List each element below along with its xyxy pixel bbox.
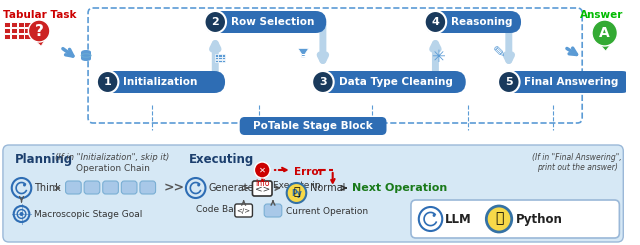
Bar: [222, 60, 225, 62]
Text: ✕: ✕: [259, 166, 266, 174]
Text: ✳: ✳: [431, 48, 445, 66]
Text: 1: 1: [104, 77, 111, 87]
Circle shape: [197, 184, 200, 186]
Bar: [24, 34, 31, 39]
FancyBboxPatch shape: [84, 181, 100, 194]
Text: Next Operation: Next Operation: [352, 183, 447, 193]
Text: (If in "Final Answering",: (If in "Final Answering",: [532, 153, 622, 162]
Text: Row Selection: Row Selection: [231, 17, 314, 27]
Bar: [11, 28, 17, 34]
Bar: [4, 28, 10, 34]
FancyBboxPatch shape: [235, 204, 252, 217]
Polygon shape: [298, 49, 308, 58]
Bar: [11, 22, 17, 27]
Text: Operation Chain: Operation Chain: [76, 164, 150, 173]
Bar: [24, 22, 31, 27]
Bar: [18, 34, 24, 39]
Text: Python: Python: [516, 212, 563, 225]
Text: 🐍: 🐍: [495, 211, 503, 225]
Bar: [218, 54, 221, 57]
Bar: [81, 52, 91, 59]
Ellipse shape: [81, 50, 91, 54]
Circle shape: [433, 214, 435, 217]
Text: <>: <>: [255, 184, 270, 194]
Circle shape: [205, 11, 226, 33]
FancyBboxPatch shape: [103, 181, 118, 194]
FancyBboxPatch shape: [312, 71, 466, 93]
Text: 🐍: 🐍: [293, 187, 300, 197]
FancyBboxPatch shape: [240, 117, 387, 135]
Ellipse shape: [81, 57, 91, 61]
FancyBboxPatch shape: [411, 200, 620, 238]
Bar: [24, 28, 31, 34]
Bar: [215, 60, 218, 62]
FancyBboxPatch shape: [97, 71, 225, 93]
Text: (If in "Initialization", skip it): (If in "Initialization", skip it): [56, 153, 170, 162]
Text: Final Answering: Final Answering: [524, 77, 619, 87]
Circle shape: [592, 20, 618, 46]
Text: 2: 2: [211, 17, 219, 27]
FancyBboxPatch shape: [498, 71, 632, 93]
FancyBboxPatch shape: [425, 11, 521, 33]
Bar: [215, 57, 218, 60]
Text: PoTable Stage Block: PoTable Stage Block: [253, 121, 373, 131]
Circle shape: [23, 184, 26, 186]
FancyBboxPatch shape: [3, 145, 623, 242]
Text: 4: 4: [431, 17, 439, 27]
Circle shape: [425, 11, 446, 33]
Bar: [215, 54, 218, 57]
Text: print out the answer): print out the answer): [537, 163, 618, 172]
Circle shape: [20, 212, 24, 216]
Polygon shape: [35, 40, 45, 46]
Circle shape: [312, 71, 333, 93]
Text: Think: Think: [35, 183, 61, 193]
Bar: [18, 28, 24, 34]
Text: Error: Error: [294, 167, 323, 177]
Circle shape: [255, 162, 270, 178]
Text: Code Base: Code Base: [196, 205, 244, 214]
Text: 5: 5: [505, 77, 513, 87]
Text: ?: ?: [35, 24, 44, 38]
Text: >>: >>: [163, 182, 184, 195]
FancyBboxPatch shape: [264, 204, 282, 217]
Text: Data Type Cleaning: Data Type Cleaning: [339, 77, 452, 87]
Text: Initialization: Initialization: [124, 77, 198, 87]
Bar: [4, 34, 10, 39]
Bar: [222, 54, 225, 57]
Text: Planning: Planning: [15, 153, 73, 166]
Circle shape: [28, 20, 50, 42]
Circle shape: [287, 183, 307, 203]
Text: ✎: ✎: [493, 46, 506, 61]
Text: </>: </>: [237, 208, 251, 214]
FancyBboxPatch shape: [252, 181, 272, 196]
Circle shape: [498, 71, 520, 93]
Bar: [18, 22, 24, 27]
FancyBboxPatch shape: [140, 181, 156, 194]
Text: Reasoning: Reasoning: [451, 17, 513, 27]
FancyBboxPatch shape: [65, 181, 81, 194]
Text: A: A: [599, 26, 610, 40]
Circle shape: [486, 206, 512, 232]
Text: LLM: LLM: [445, 212, 472, 225]
Bar: [218, 57, 221, 60]
Text: Macroscopic Stage Goal: Macroscopic Stage Goal: [35, 209, 143, 219]
Text: Normal: Normal: [310, 183, 346, 193]
Text: Tabular Task: Tabular Task: [3, 10, 76, 20]
Text: Py: Py: [291, 188, 302, 197]
Bar: [222, 57, 225, 60]
Text: Current Operation: Current Operation: [285, 207, 368, 216]
Text: Generate: Generate: [209, 183, 254, 193]
Text: Answer: Answer: [580, 10, 623, 20]
Circle shape: [97, 71, 118, 93]
Bar: [11, 34, 17, 39]
Text: Executing: Executing: [189, 153, 254, 166]
Bar: [218, 60, 221, 62]
Bar: [4, 22, 10, 27]
FancyBboxPatch shape: [122, 181, 137, 194]
FancyBboxPatch shape: [205, 11, 326, 33]
Polygon shape: [599, 43, 612, 51]
Text: 3: 3: [319, 77, 326, 87]
Text: Info: Info: [255, 179, 269, 188]
Text: Execute in: Execute in: [273, 181, 320, 190]
